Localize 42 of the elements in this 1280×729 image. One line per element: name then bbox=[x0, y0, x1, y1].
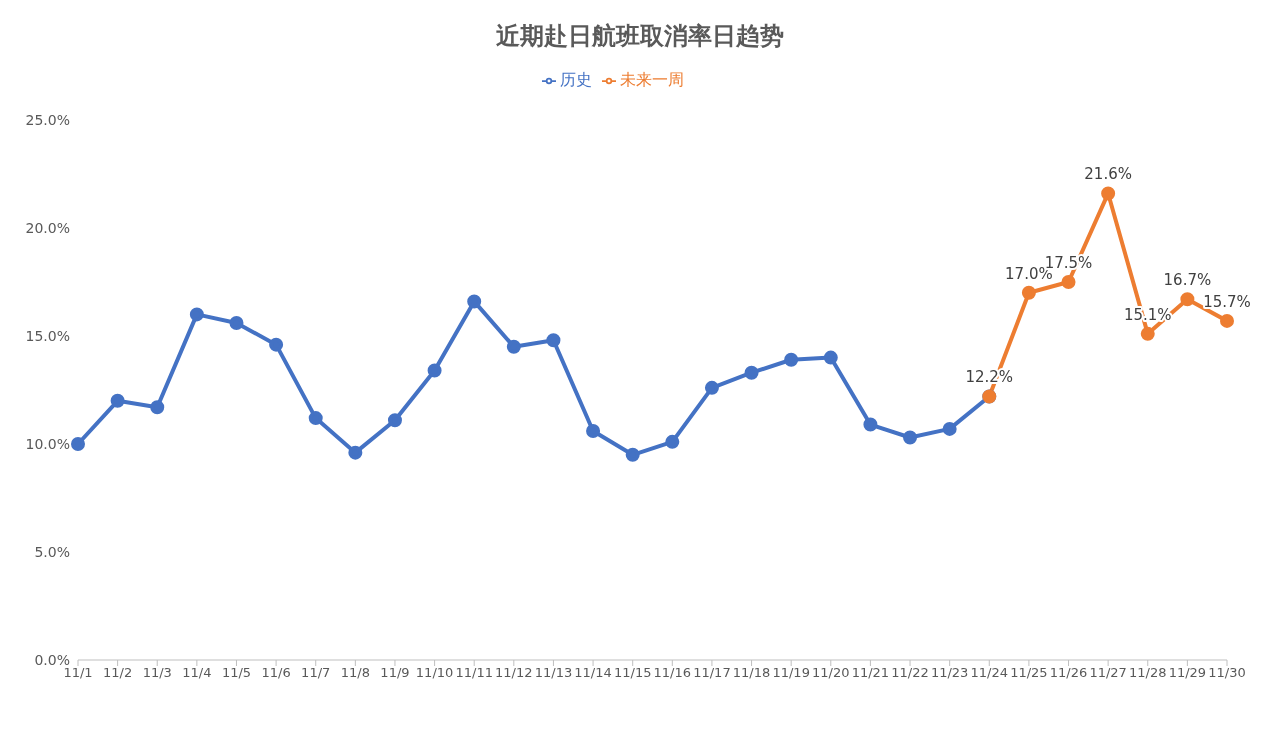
x-tick-label: 11/13 bbox=[534, 665, 573, 681]
x-tick-label: 11/19 bbox=[772, 665, 810, 681]
y-tick-label: 0.0% bbox=[34, 651, 70, 668]
data-label: 21.6% bbox=[1084, 165, 1132, 184]
x-tick-label: 11/27 bbox=[1089, 665, 1127, 681]
x-tick-label: 11/6 bbox=[261, 665, 291, 681]
x-tick-label: 11/17 bbox=[693, 665, 731, 681]
y-tick-label: 15.0% bbox=[25, 327, 70, 344]
x-tick-label: 11/8 bbox=[340, 665, 370, 681]
x-tick-label: 11/20 bbox=[812, 665, 850, 681]
data-label: 16.7% bbox=[1163, 271, 1212, 290]
data-label: 15.7% bbox=[1203, 292, 1251, 311]
chart-title: 近期赴日航班取消率日趋势 bbox=[495, 21, 785, 52]
x-tick-label: 11/23 bbox=[930, 665, 969, 681]
y-tick-label: 25.0% bbox=[25, 111, 70, 128]
x-tick-label: 11/2 bbox=[103, 665, 133, 681]
x-tick-label: 11/3 bbox=[142, 665, 172, 681]
x-tick-label: 11/30 bbox=[1208, 665, 1246, 681]
x-tick-label: 11/18 bbox=[732, 665, 771, 681]
x-tick-label: 11/14 bbox=[574, 665, 612, 681]
x-tick-label: 11/25 bbox=[1010, 665, 1048, 681]
x-tick-label: 11/1 bbox=[63, 665, 93, 681]
x-tick-label: 11/22 bbox=[891, 665, 929, 681]
x-tick-label: 11/26 bbox=[1049, 665, 1088, 681]
y-tick-label: 20.0% bbox=[25, 219, 70, 236]
x-tick-label: 11/7 bbox=[301, 665, 331, 681]
x-tick-label: 11/28 bbox=[1129, 665, 1167, 681]
x-tick-label: 11/16 bbox=[653, 665, 692, 681]
x-tick-label: 11/15 bbox=[613, 665, 652, 681]
x-tick-label: 11/11 bbox=[455, 665, 493, 681]
x-tick-label: 11/9 bbox=[380, 665, 410, 681]
legend-label: 未来一周 bbox=[619, 70, 684, 89]
x-tick-label: 11/24 bbox=[970, 665, 1009, 681]
y-tick-label: 10.0% bbox=[25, 435, 70, 452]
x-tick-label: 11/10 bbox=[415, 665, 454, 681]
x-tick-label: 11/21 bbox=[851, 665, 890, 681]
legend-label: 历史 bbox=[559, 70, 592, 89]
x-tick-label: 11/5 bbox=[221, 665, 252, 681]
y-tick-label: 5.0% bbox=[34, 543, 70, 560]
x-tick-label: 11/29 bbox=[1168, 665, 1207, 681]
x-tick-label: 11/4 bbox=[182, 665, 212, 681]
x-tick-label: 11/12 bbox=[495, 665, 533, 681]
